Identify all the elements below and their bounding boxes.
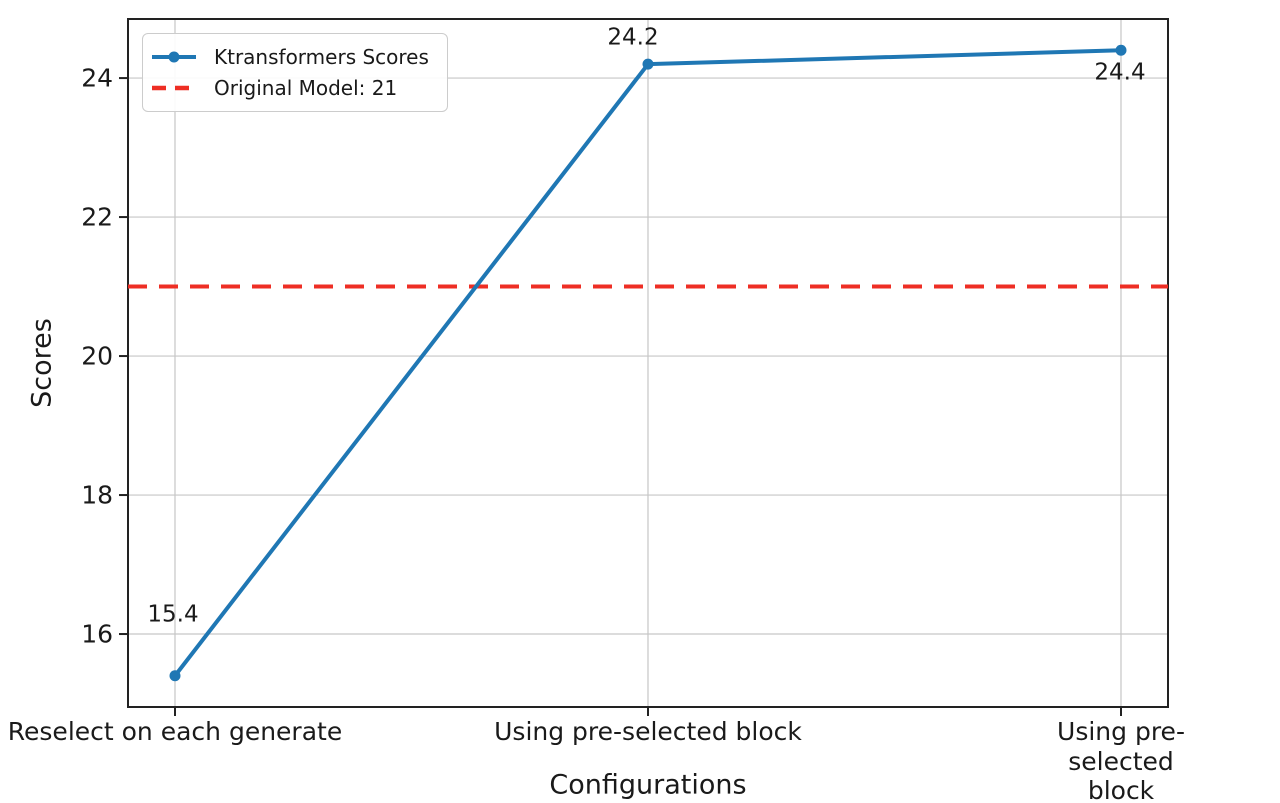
legend-item-ktransformers-scores: Ktransformers Scores [151,41,437,72]
data-point-marker [169,670,181,682]
data-point-marker [642,58,654,70]
y-axis-title: Scores [26,318,58,408]
dashed-line-icon [152,85,196,90]
legend-item-original-model: Original Model: 21 [151,72,437,103]
data-point-marker [1115,44,1127,56]
legend-label-reference: Original Model: 21 [214,75,398,100]
line-marker-icon [152,51,196,62]
axes-frame [127,18,1169,708]
x-axis-title: Configurations [549,769,747,801]
legend: Ktransformers Scores Original Model: 21 [142,33,448,112]
legend-label-series: Ktransformers Scores [214,44,429,69]
